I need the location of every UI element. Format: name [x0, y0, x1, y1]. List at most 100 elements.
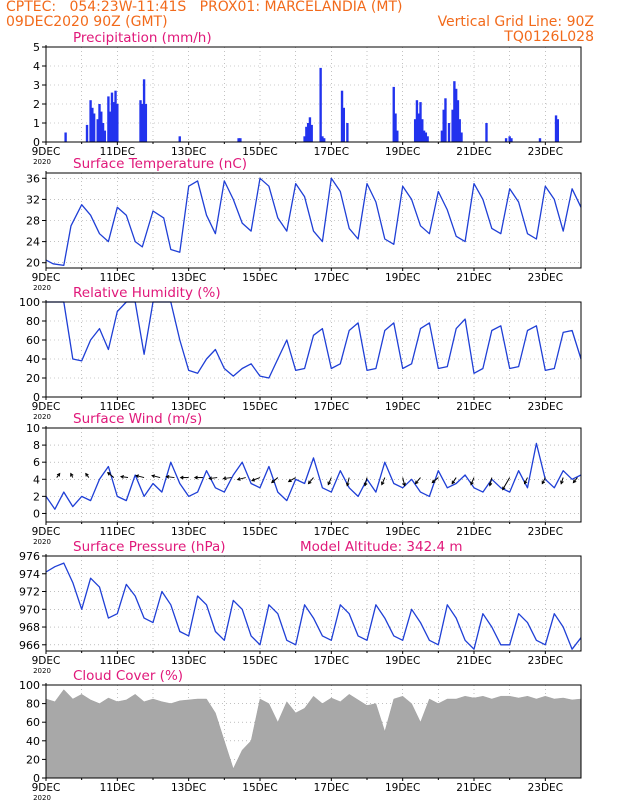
precip-bar — [485, 123, 488, 142]
x-tick-label: 15DEC — [242, 655, 277, 667]
y-tick-label: 20 — [26, 257, 40, 270]
precip-bar — [305, 126, 308, 142]
wind-arrow-head — [560, 480, 564, 485]
x-tick-label: 9DEC — [32, 655, 61, 667]
x-tick-label: 17DEC — [314, 272, 349, 284]
x-tick-year-label: 2020 — [33, 284, 51, 292]
wind-arrow-head — [179, 475, 184, 480]
precip-bar — [103, 130, 107, 142]
precip-bar — [308, 117, 312, 142]
precip-bar — [142, 79, 146, 142]
y-tick-label: 966 — [19, 639, 40, 652]
wind-arrow-shaft — [209, 477, 218, 480]
y-tick-label: 60 — [26, 334, 40, 347]
cloud-cover-area — [45, 689, 582, 779]
x-tick-label: 11DEC — [100, 526, 135, 538]
precip-bar — [85, 124, 89, 142]
x-tick-label: 23DEC — [528, 146, 563, 158]
y-tick-label: 20 — [26, 753, 40, 766]
wind-arrow-head — [414, 480, 419, 485]
y-tick-label: 100 — [19, 679, 40, 692]
y-tick-label: 4 — [33, 60, 40, 73]
x-tick-label: 11DEC — [100, 782, 135, 794]
wind-arrow-head — [70, 472, 74, 477]
precip-bar — [454, 88, 458, 142]
wind-arrow-head — [165, 475, 170, 479]
x-tick-label: 13DEC — [171, 782, 206, 794]
y-tick-label: 0 — [33, 772, 40, 785]
x-tick-label: 19DEC — [385, 146, 420, 158]
precip-bar — [239, 138, 242, 142]
precip-bar — [510, 138, 513, 142]
precip-bar — [415, 100, 419, 142]
precip-bar — [396, 130, 399, 142]
plot-frame — [45, 555, 582, 652]
x-tick-label: 23DEC — [528, 401, 563, 413]
wind-arrow-head — [470, 481, 474, 486]
wind-arrow-head — [381, 481, 385, 486]
precip-bar — [422, 130, 426, 142]
y-tick-label: 80 — [26, 698, 40, 711]
x-tick-label: 21DEC — [456, 526, 491, 538]
wind-arrow-shaft — [541, 477, 546, 484]
wind-arrow-shaft — [489, 477, 493, 486]
wind-arrow-shaft — [166, 476, 175, 479]
y-tick-label: 100 — [19, 296, 40, 309]
wind-arrow-head — [56, 472, 61, 477]
wind-arrow-head — [236, 477, 241, 481]
precip-bar — [394, 113, 397, 142]
x-tick-label: 17DEC — [314, 782, 349, 794]
precip-bar — [112, 102, 115, 142]
humidity-title: Relative Humidity (%) — [73, 285, 221, 301]
precip-bar — [310, 124, 313, 142]
y-tick-label: 0 — [33, 136, 40, 149]
precip-bar — [319, 67, 322, 142]
wind-arrow-shaft — [135, 475, 145, 479]
wind-arrow-shaft — [120, 476, 129, 479]
header-model-code: TQ0126L028 — [504, 29, 594, 45]
precip-bar — [504, 138, 508, 142]
precip-bar — [444, 98, 447, 142]
y-tick-label: 0 — [33, 391, 40, 404]
wind-arrow-shaft — [237, 477, 246, 481]
wind-arrow-head — [502, 486, 506, 491]
precip-bar — [89, 100, 92, 142]
x-tick-label: 23DEC — [528, 526, 563, 538]
x-tick-label: 13DEC — [171, 272, 206, 284]
wind-arrow-shaft — [451, 477, 457, 484]
y-tick-label: 4 — [33, 473, 40, 486]
x-tick-label: 9DEC — [32, 782, 61, 794]
precip-bar — [109, 111, 112, 142]
x-tick-label: 11DEC — [100, 146, 135, 158]
precip-bar — [101, 123, 105, 142]
wind-arrow-shaft — [107, 472, 115, 478]
header-station-line: CPTEC: 054:23W-11:41S PROX01: MARCELANDI… — [6, 0, 403, 15]
x-tick-label: 17DEC — [314, 526, 349, 538]
precip-bar — [447, 123, 451, 142]
y-tick-label: 24 — [26, 236, 40, 249]
precipitation-panel: 0 1 2 3 4 5 9DEC2020 11DEC 13DEC 15DEC 17DEC 19DEC 2… — [32, 30, 582, 166]
x-tick-label: 17DEC — [314, 401, 349, 413]
x-tick-label: 21DEC — [456, 782, 491, 794]
precip-bar — [98, 104, 101, 142]
precip-bar — [116, 104, 119, 142]
precip-bar — [413, 119, 417, 142]
precip-bar — [64, 132, 67, 142]
y-tick-label: 2 — [33, 490, 40, 503]
precip-bar — [91, 107, 94, 142]
wind-arrow-shaft — [364, 477, 368, 486]
y-tick-label: 32 — [26, 193, 40, 206]
plot-frame — [45, 301, 582, 398]
precip-bar — [508, 136, 511, 142]
plot-frame — [45, 427, 582, 523]
precip-bar — [96, 119, 99, 142]
wind-arrow-shaft — [223, 477, 232, 480]
x-tick-label: 15DEC — [242, 401, 277, 413]
wind-arrow-head — [363, 482, 368, 487]
x-tick-year-label: 2020 — [33, 538, 51, 546]
x-tick-label: 21DEC — [456, 146, 491, 158]
x-tick-year-label: 2020 — [33, 794, 51, 800]
